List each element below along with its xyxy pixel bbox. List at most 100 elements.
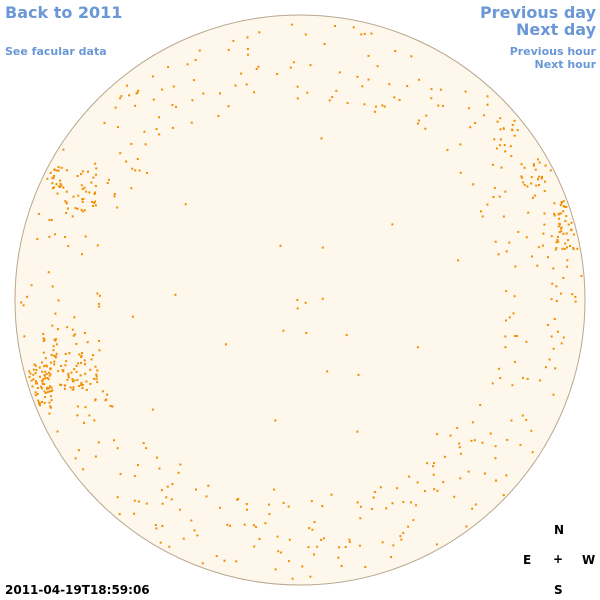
facular-speck — [398, 99, 401, 101]
facular-speck — [510, 155, 513, 158]
facular-speck — [576, 247, 579, 250]
facular-speck — [245, 503, 248, 505]
facular-speck — [287, 560, 290, 563]
facular-speck — [334, 25, 336, 27]
facular-speck — [57, 299, 60, 302]
facular-speck — [80, 184, 83, 187]
facular-speck — [321, 505, 324, 507]
facular-speck — [235, 560, 238, 563]
facular-speck — [526, 185, 529, 188]
facular-speck — [62, 148, 65, 151]
facular-speck — [69, 386, 72, 389]
facular-speck — [356, 430, 359, 433]
facular-speck — [361, 85, 364, 88]
facular-speck — [97, 302, 100, 305]
facular-speck — [449, 434, 452, 437]
facular-speck — [570, 228, 573, 231]
facular-speck — [80, 361, 83, 364]
facular-speck — [521, 414, 524, 417]
facular-speck — [491, 163, 494, 166]
facular-speck — [54, 339, 57, 342]
facular-speck — [88, 414, 91, 417]
facular-speck — [84, 363, 86, 366]
facular-speck — [39, 375, 41, 378]
facular-speck — [201, 562, 204, 565]
facular-speck — [125, 160, 128, 163]
facular-speck — [224, 343, 227, 346]
facular-speck — [29, 372, 32, 375]
facular-speck — [458, 442, 461, 445]
facular-speck — [557, 240, 560, 243]
facular-speck — [426, 462, 429, 465]
facular-speck — [81, 352, 83, 354]
previous-hour-link[interactable]: Previous hour — [509, 45, 596, 58]
facular-speck — [90, 358, 93, 361]
facular-speck — [481, 215, 484, 218]
facular-speck — [236, 498, 239, 501]
facular-speck — [562, 232, 565, 235]
facular-speck — [44, 357, 47, 360]
facular-speck — [543, 190, 546, 192]
facular-speck — [580, 274, 583, 277]
facular-speck — [64, 353, 67, 355]
facular-speck — [155, 128, 158, 131]
facular-speck — [170, 498, 173, 501]
facular-speck — [73, 368, 76, 371]
facular-speck — [81, 210, 84, 213]
facular-speck — [274, 568, 277, 571]
facular-speck — [53, 175, 55, 177]
facular-speck — [364, 566, 367, 568]
facular-speck — [564, 220, 567, 223]
facular-speck — [193, 529, 196, 532]
facular-speck — [547, 256, 549, 259]
facular-speck — [50, 395, 52, 398]
facular-speck — [234, 84, 237, 87]
next-hour-link[interactable]: Next hour — [534, 58, 597, 71]
facular-speck — [499, 377, 502, 379]
previous-day-link[interactable]: Previous day — [479, 3, 596, 22]
facular-speck — [67, 372, 70, 375]
facular-speck — [287, 505, 290, 508]
facular-speck — [253, 545, 256, 548]
facular-speck — [50, 354, 53, 356]
facular-speck — [195, 488, 197, 491]
facular-speck — [227, 105, 230, 108]
facular-speck — [30, 284, 33, 287]
facular-speck — [393, 96, 396, 99]
facular-speck — [371, 508, 374, 510]
facular-speck — [550, 298, 553, 301]
facular-speck — [320, 137, 323, 140]
facular-speck — [433, 462, 435, 465]
facular-speck — [530, 176, 533, 179]
facular-speck — [513, 335, 516, 338]
facular-speck — [46, 391, 49, 394]
facular-speck — [416, 346, 419, 349]
facular-speck — [37, 399, 40, 402]
facular-speck — [504, 335, 507, 338]
facular-speck — [22, 304, 25, 307]
facular-speck — [116, 447, 119, 450]
facular-speck — [306, 91, 309, 94]
facular-speck — [531, 451, 534, 454]
facular-speck — [84, 372, 87, 375]
facular-speck — [554, 367, 557, 370]
next-day-link[interactable]: Next day — [516, 20, 596, 39]
facular-speck — [79, 374, 82, 377]
facular-speck — [48, 412, 51, 415]
facular-speck — [552, 347, 555, 350]
facular-speck — [161, 88, 164, 91]
facular-speck — [23, 335, 26, 338]
facular-speck — [136, 158, 139, 160]
back-to-year-link[interactable]: Back to 2011 — [5, 3, 123, 22]
facular-speck — [505, 319, 507, 322]
facular-speck — [134, 169, 137, 172]
facular-speck — [155, 456, 158, 459]
facular-speck — [101, 390, 104, 393]
facular-speck — [494, 445, 497, 448]
facular-speck — [396, 487, 399, 490]
facular-speck — [154, 524, 157, 526]
see-facular-data-link[interactable]: See facular data — [5, 45, 107, 58]
facular-speck — [367, 54, 370, 57]
facular-speck — [440, 88, 442, 91]
